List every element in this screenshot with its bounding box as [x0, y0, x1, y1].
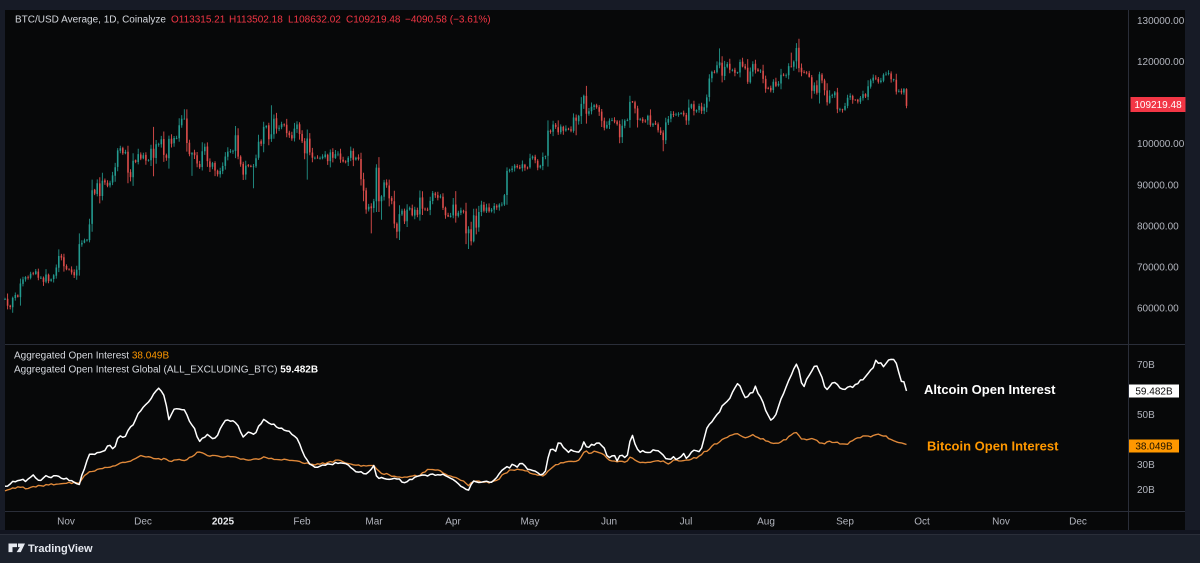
svg-text:60000.00: 60000.00 [1137, 304, 1179, 315]
svg-text:BTC/USD Average, 1D, Coinalyze: BTC/USD Average, 1D, Coinalyze O113315.21… [15, 15, 491, 26]
svg-text:30B: 30B [1137, 460, 1155, 471]
svg-text:38.049B: 38.049B [1135, 442, 1173, 453]
svg-text:Dec: Dec [134, 517, 152, 528]
svg-text:Sep: Sep [836, 517, 854, 528]
svg-text:80000.00: 80000.00 [1137, 221, 1179, 232]
svg-text:Jun: Jun [601, 517, 617, 528]
svg-text:Apr: Apr [445, 517, 461, 528]
svg-text:TradingView: TradingView [28, 543, 93, 555]
svg-text:Mar: Mar [365, 517, 383, 528]
svg-text:90000.00: 90000.00 [1137, 180, 1179, 191]
svg-text:Oct: Oct [914, 517, 930, 528]
svg-text:50B: 50B [1137, 410, 1155, 421]
svg-text:59.482B: 59.482B [1135, 387, 1173, 398]
svg-text:70B: 70B [1137, 360, 1155, 371]
svg-text:Bitcoin Open Interest: Bitcoin Open Interest [927, 439, 1059, 454]
svg-text:109219.48: 109219.48 [1134, 100, 1182, 111]
svg-text:May: May [521, 517, 540, 528]
svg-text:Altcoin Open Interest: Altcoin Open Interest [924, 382, 1056, 397]
svg-text:Jul: Jul [680, 517, 693, 528]
svg-text:Nov: Nov [992, 517, 1010, 528]
svg-text:2025: 2025 [212, 517, 235, 528]
svg-text:Nov: Nov [57, 517, 75, 528]
svg-text:100000.00: 100000.00 [1137, 139, 1185, 150]
svg-text:Aug: Aug [757, 517, 775, 528]
svg-text:20B: 20B [1137, 485, 1155, 496]
svg-text:120000.00: 120000.00 [1137, 57, 1185, 68]
svg-text:Aggregated Open Interest Globa: Aggregated Open Interest Global (ALL_EXC… [14, 365, 318, 376]
svg-text:70000.00: 70000.00 [1137, 263, 1179, 274]
svg-text:Dec: Dec [1069, 517, 1087, 528]
svg-text:Feb: Feb [293, 517, 311, 528]
svg-text:Aggregated Open Interest 38.0: Aggregated Open Interest 38.049B [14, 351, 169, 362]
svg-text:130000.00: 130000.00 [1137, 16, 1185, 27]
